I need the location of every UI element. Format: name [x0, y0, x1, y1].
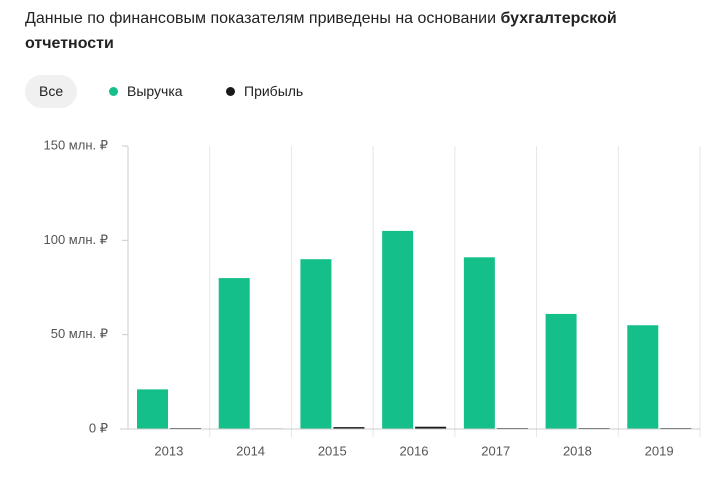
- bar: [545, 313, 577, 429]
- intro-bold: бухгалтерской отчетности: [25, 10, 617, 52]
- x-tick-label: 2017: [481, 443, 510, 458]
- y-tick-label: 150 млн. ₽: [44, 137, 109, 152]
- x-tick-label: 2013: [154, 443, 183, 458]
- y-tick-label: 50 млн. ₽: [51, 326, 108, 341]
- legend-dot: [109, 87, 118, 96]
- x-tick-label: 2015: [318, 443, 347, 458]
- bar: [137, 389, 168, 429]
- filter-revenue[interactable]: Выручка: [95, 75, 197, 108]
- bar: [333, 427, 365, 429]
- bar: [463, 257, 495, 429]
- intro: Данные по финансовым показателям приведе…: [25, 6, 675, 56]
- bar: [627, 325, 659, 429]
- filter-label: Все: [39, 83, 64, 99]
- legend-dot: [226, 87, 235, 96]
- x-tick-label: 2018: [563, 443, 592, 458]
- x-tick-label: 2014: [236, 443, 265, 458]
- intro-text: Данные по финансовым показателям приведе…: [25, 10, 501, 27]
- y-tick-label: 100 млн. ₽: [44, 232, 109, 247]
- legend-label: Прибыль: [244, 83, 304, 99]
- x-tick-label: 2016: [400, 443, 429, 458]
- y-tick-label: 0 ₽: [89, 420, 108, 435]
- bar: [382, 230, 414, 429]
- bar: [300, 259, 332, 429]
- x-tick-label: 2019: [645, 443, 674, 458]
- legend-label: Выручка: [127, 83, 183, 99]
- bar: [218, 278, 250, 429]
- filter-profit[interactable]: Прибыль: [212, 75, 318, 108]
- bar: [415, 426, 447, 429]
- filter-all[interactable]: Все: [25, 75, 78, 108]
